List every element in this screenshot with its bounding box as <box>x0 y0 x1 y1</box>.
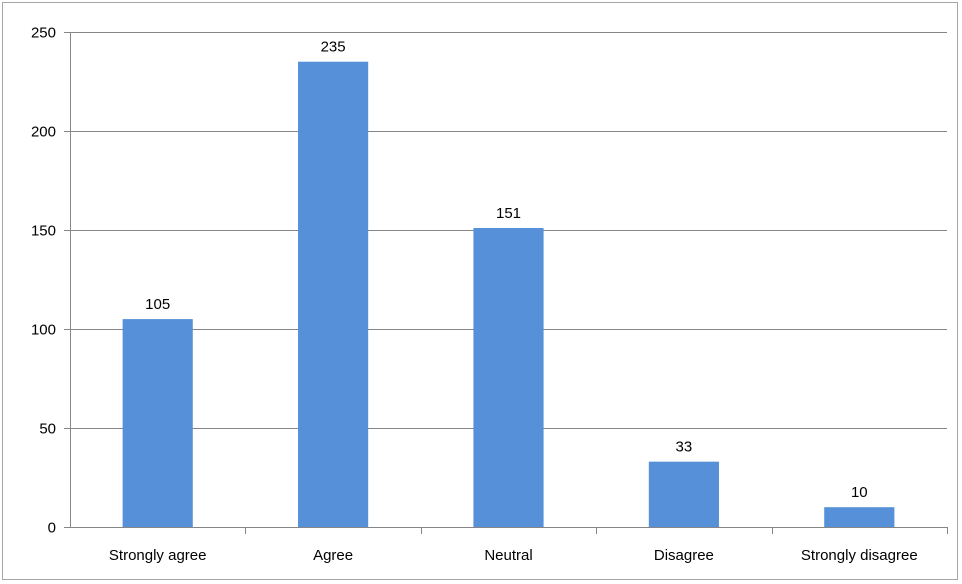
x-category-label: Strongly agree <box>109 547 207 564</box>
y-tick-label: 50 <box>39 421 56 438</box>
data-label: 235 <box>321 39 346 56</box>
bar <box>473 228 544 527</box>
data-label: 33 <box>676 439 693 456</box>
y-tick-label: 100 <box>31 322 56 339</box>
bar <box>824 507 895 527</box>
data-label: 10 <box>851 484 868 501</box>
y-tick-label: 200 <box>31 124 56 141</box>
bar <box>122 319 193 527</box>
axes <box>64 32 948 534</box>
y-tick-labels: 0 50 100 150 200 250 <box>31 25 56 537</box>
x-category-label: Disagree <box>654 547 714 564</box>
x-category-label: Neutral <box>484 547 532 564</box>
y-tick-label: 250 <box>31 25 56 42</box>
data-label: 105 <box>145 296 170 313</box>
y-tick-label: 0 <box>48 520 56 537</box>
data-labels: 105 235 151 33 10 <box>145 39 867 502</box>
bar <box>298 61 369 527</box>
bars <box>122 61 895 527</box>
x-category-label: Strongly disagree <box>801 547 918 564</box>
y-tick-label: 150 <box>31 223 56 240</box>
x-category-label: Agree <box>313 547 353 564</box>
x-category-labels: Strongly agree Agree Neutral Disagree Strong… <box>109 547 918 564</box>
bar <box>648 461 719 527</box>
data-label: 151 <box>496 205 521 222</box>
bar-chart: 0 50 100 150 200 250 Strongly agree Agree Neutr… <box>31 25 948 564</box>
